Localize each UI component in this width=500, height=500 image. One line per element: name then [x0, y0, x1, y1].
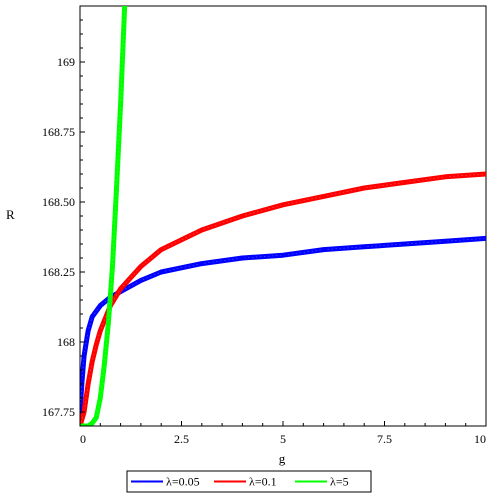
axes-layer [79, 6, 486, 427]
data-point [443, 239, 448, 244]
data-point [138, 264, 144, 269]
data-point [85, 423, 91, 426]
data-point [483, 171, 486, 177]
data-point [402, 180, 407, 185]
series-2 [80, 6, 128, 426]
data-point [98, 395, 103, 401]
data-point [85, 381, 91, 387]
series-layer [80, 6, 486, 426]
data-point [89, 314, 95, 319]
data-point [321, 247, 326, 252]
data-point [159, 269, 164, 275]
data-point [110, 264, 115, 269]
x-tick-label: 2.5 [174, 432, 189, 446]
data-point [80, 423, 85, 426]
series-line [80, 235, 486, 415]
x-tick-label: 5 [280, 432, 286, 446]
y-tick-label: 167.75 [42, 405, 75, 419]
data-point [240, 255, 245, 261]
legend: λ=0.05 λ=0.1 λ=5 [126, 470, 372, 493]
y-tick-label: 169 [57, 55, 75, 69]
x-ticks: 0 2.5 5 7.5 10 [79, 421, 487, 446]
y-tick-label: 168.75 [42, 125, 75, 139]
data-point [362, 244, 367, 249]
y-tick-label: 168.25 [42, 265, 75, 279]
data-point [118, 101, 123, 107]
y-ticks: 167.75 168 168.25 168.50 168.75 169 [42, 19, 85, 419]
data-point [443, 174, 448, 179]
data-point [106, 320, 111, 325]
data-point [94, 415, 99, 420]
x-axis-label: g [279, 451, 286, 466]
x-tick-label: 10 [474, 432, 486, 446]
data-point [402, 241, 407, 247]
y-tick-label: 168 [57, 335, 75, 349]
data-point [102, 362, 107, 367]
y-tick-label: 168.50 [42, 195, 75, 209]
data-point [85, 328, 91, 333]
data-point [483, 236, 486, 241]
y-axis-label: R [6, 207, 15, 222]
series-1 [80, 171, 486, 426]
data-point [98, 303, 103, 308]
legend-box [126, 470, 372, 493]
series-line [80, 171, 486, 426]
data-point [89, 421, 95, 426]
data-point [81, 353, 87, 359]
series-line-texture [80, 173, 486, 426]
data-point [362, 185, 367, 191]
plot-area [79, 5, 487, 427]
legend-label: λ=0.1 [249, 475, 277, 489]
data-point [80, 379, 85, 384]
data-point [240, 213, 245, 219]
x-tick-label: 0 [80, 432, 86, 446]
data-point [321, 194, 326, 199]
data-point [118, 286, 123, 291]
data-point [138, 278, 144, 283]
plot-frame [79, 5, 487, 427]
data-point [122, 6, 127, 9]
data-point [114, 185, 119, 191]
data-point [199, 261, 204, 266]
x-tick-label: 7.5 [377, 432, 392, 446]
data-point [89, 359, 95, 364]
series-0 [80, 235, 486, 415]
data-point [199, 227, 204, 233]
legend-label: λ=0.05 [166, 475, 200, 489]
data-point [98, 328, 103, 333]
data-point [280, 253, 286, 258]
data-point [280, 202, 286, 207]
legend-label: λ=5 [330, 475, 349, 489]
data-point [94, 342, 99, 347]
data-point [159, 247, 164, 252]
series-line-texture [80, 238, 486, 413]
